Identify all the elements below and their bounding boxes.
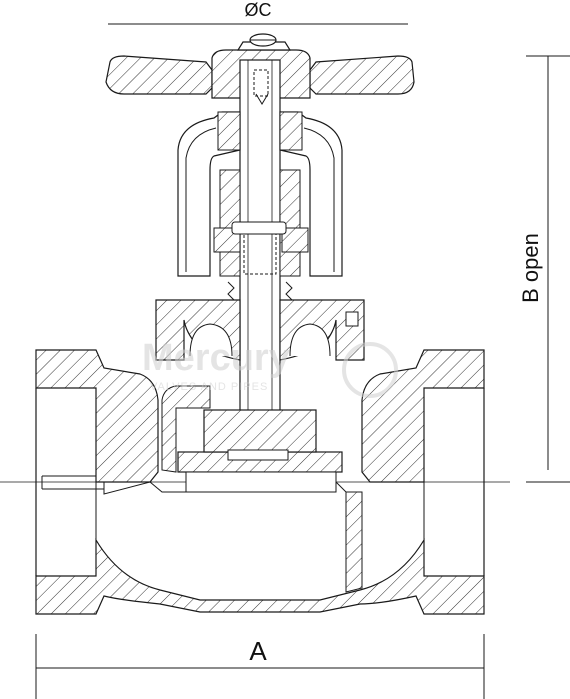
width-dimension-label: A [249, 636, 267, 666]
watermark-brand: Mercury [142, 337, 290, 379]
bonnet [177, 111, 343, 277]
bonnet-flange [155, 299, 365, 361]
handwheel-dimension-label: ØC [245, 0, 272, 20]
valve-body [35, 349, 485, 615]
handwheel-dimension: ØC [108, 0, 408, 25]
height-dimension-label: B open [518, 233, 543, 303]
width-dimension: A [35, 634, 485, 699]
watermark-logo-icon [342, 342, 398, 398]
height-dimension: B open [518, 55, 570, 483]
watermark-tagline: VALVES AND PIPES [150, 381, 268, 393]
gland-packing [213, 221, 309, 301]
brand-watermark: Mercury VALVES AND PIPES [142, 337, 398, 398]
stem [239, 59, 281, 451]
